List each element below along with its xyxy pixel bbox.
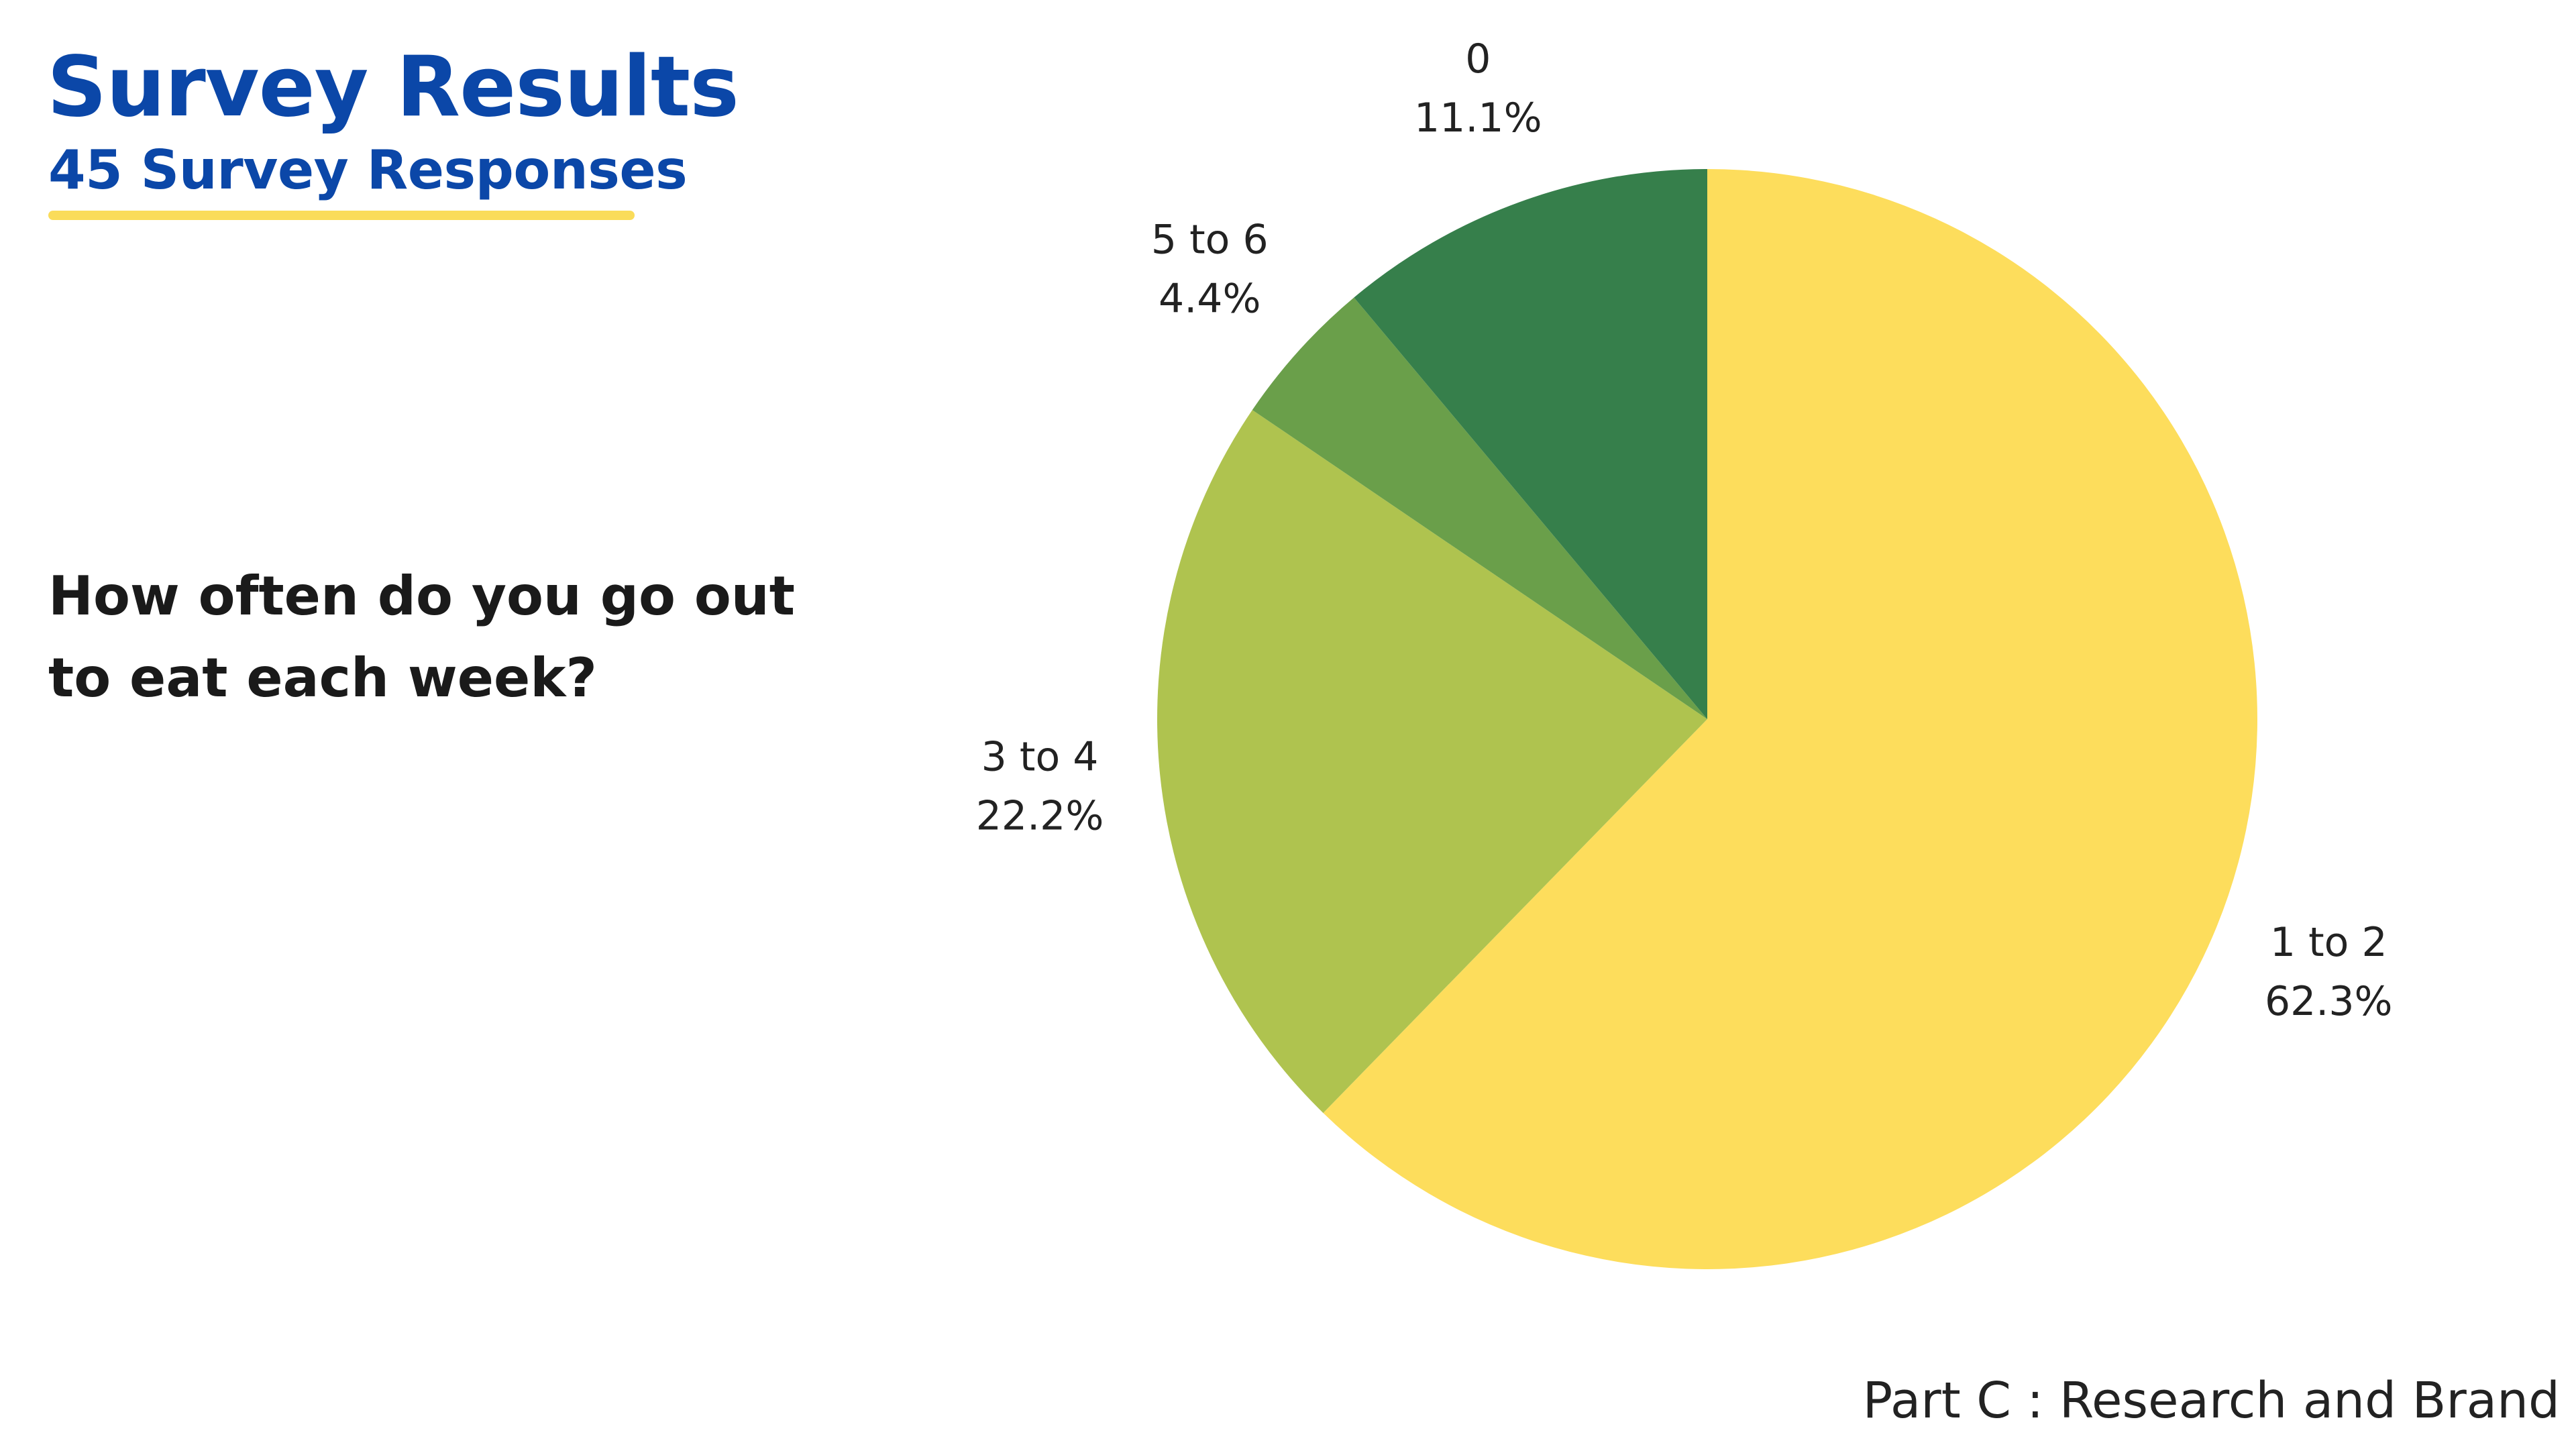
slice-percent-label: 22.2% [976,792,1104,839]
page-subtitle: 45 Survey Responses [48,139,688,201]
slice-category-label: 3 to 4 [981,733,1099,780]
pie-labels: 1 to 2 62.3% 3 to 4 22.2% 5 to 6 4.4% 0 11.1% [976,36,2393,1025]
survey-question: How often do you go out to eat each week… [48,555,853,719]
pie-slice-1-to-2 [1323,169,2258,1269]
footer-caption: Part C : Research and Brand [1862,1372,2560,1430]
slice-category-label: 1 to 2 [2270,919,2387,966]
page-title: Survey Results [47,39,739,136]
title-underline [48,211,635,220]
slice-category-label: 5 to 6 [1151,216,1269,263]
slice-category-label: 0 [1465,36,1491,83]
pie-slice-0 [1354,169,1707,719]
slice-percent-label: 11.1% [1414,95,1542,142]
slice-percent-label: 62.3% [2265,978,2393,1025]
question-line-1: How often do you go out [48,565,795,627]
question-line-2: to eat each week? [48,647,597,709]
slice-percent-label: 4.4% [1159,275,1260,322]
pie-slice-3-to-4 [1157,410,1707,1114]
pie-slice-5-to-6 [1252,297,1707,720]
pie-slices [1157,169,2258,1269]
